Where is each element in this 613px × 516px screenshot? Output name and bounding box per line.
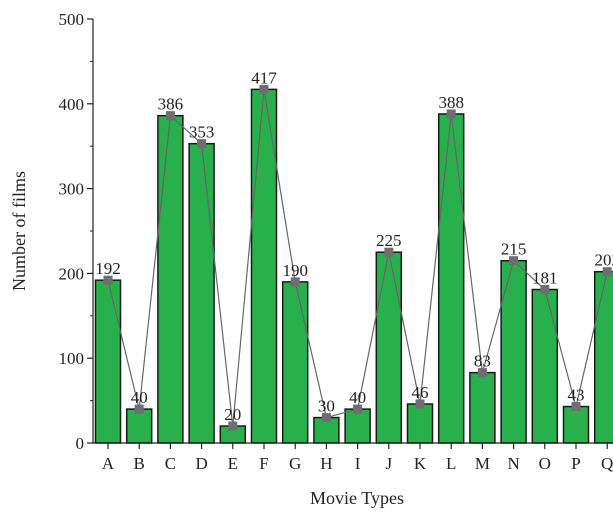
x-tick-label-K: K xyxy=(414,454,427,473)
data-label-M: 83 xyxy=(474,352,491,371)
data-label-I: 40 xyxy=(349,388,366,407)
marker-Q xyxy=(602,267,612,277)
marker-P xyxy=(571,402,581,412)
marker-I xyxy=(353,404,363,414)
x-tick-label-L: L xyxy=(446,454,456,473)
line-series-group xyxy=(103,84,612,431)
y-axis-title: Number of films xyxy=(9,171,29,291)
marker-M xyxy=(477,368,487,378)
data-label-N: 215 xyxy=(501,240,527,259)
data-label-C: 386 xyxy=(158,95,184,114)
x-tick-label-B: B xyxy=(134,454,145,473)
data-label-F: 417 xyxy=(251,68,277,87)
bar-M xyxy=(469,371,496,444)
bar-L xyxy=(437,113,465,444)
data-label-O: 181 xyxy=(532,269,558,288)
data-label-J: 225 xyxy=(376,231,402,250)
y-tick-label: 300 xyxy=(59,180,85,199)
marker-H xyxy=(321,413,331,423)
marker-O xyxy=(540,285,550,295)
data-label-L: 388 xyxy=(438,93,464,112)
marker-G xyxy=(290,277,300,287)
x-tick-label-Q: Q xyxy=(601,454,613,473)
marker-N xyxy=(509,256,519,266)
marker-E xyxy=(228,421,238,431)
x-tick-label-C: C xyxy=(165,454,176,473)
x-tick-label-A: A xyxy=(102,454,115,473)
x-tick-label-H: H xyxy=(320,454,332,473)
data-label-H: 30 xyxy=(318,397,335,416)
bar-N xyxy=(500,259,527,444)
y-tick-label: 100 xyxy=(59,349,85,368)
marker-L xyxy=(446,109,456,119)
bar-O xyxy=(531,288,559,444)
bar-D xyxy=(188,142,215,444)
y-tick-label: 400 xyxy=(59,95,85,114)
data-label-B: 40 xyxy=(131,388,148,407)
data-label-D: 353 xyxy=(189,123,215,142)
data-label-E: 20 xyxy=(224,405,241,424)
x-tick-label-M: M xyxy=(475,454,490,473)
bar-I xyxy=(344,408,371,444)
y-tick-label: 0 xyxy=(76,434,85,453)
x-tick-label-I: I xyxy=(355,454,361,473)
x-tick-label-D: D xyxy=(195,454,207,473)
bar-K xyxy=(406,403,434,444)
x-tick-label-P: P xyxy=(571,454,580,473)
data-label-A: 192 xyxy=(95,259,121,278)
data-labels-group: 192 40 386 353 20 417 190 30 40 225 46 388 83 215 181 4… xyxy=(95,68,613,424)
data-label-G: 190 xyxy=(282,261,308,280)
marker-J xyxy=(384,247,394,257)
data-label-P: 43 xyxy=(568,386,585,405)
bar-A xyxy=(94,279,122,444)
x-tick-label-G: G xyxy=(289,454,301,473)
x-tick-label-F: F xyxy=(259,454,268,473)
bar-B xyxy=(125,408,153,444)
bar-P xyxy=(562,405,590,444)
data-label-K: 46 xyxy=(412,383,429,402)
x-tick-label-E: E xyxy=(228,454,238,473)
marker-B xyxy=(134,404,144,414)
bar-G xyxy=(281,281,309,444)
bar-Q xyxy=(593,270,613,444)
axes-group: 0 100 200 300 400 500 A B C D E F G H I J K L M N O P Q xyxy=(59,10,613,473)
y-tick-label: 200 xyxy=(59,264,85,283)
bar-C xyxy=(157,114,184,444)
y-tick-label: 500 xyxy=(59,10,85,29)
data-label-Q: 202 xyxy=(594,251,613,270)
x-tick-label-O: O xyxy=(539,454,551,473)
marker-F xyxy=(259,84,269,94)
marker-A xyxy=(103,275,113,285)
x-tick-label-J: J xyxy=(385,454,392,473)
x-axis-title: Movie Types xyxy=(310,488,404,508)
marker-C xyxy=(165,111,175,121)
bar-J xyxy=(375,251,403,444)
x-tick-label-N: N xyxy=(507,454,519,473)
marker-D xyxy=(197,139,207,149)
marker-K xyxy=(415,399,425,409)
